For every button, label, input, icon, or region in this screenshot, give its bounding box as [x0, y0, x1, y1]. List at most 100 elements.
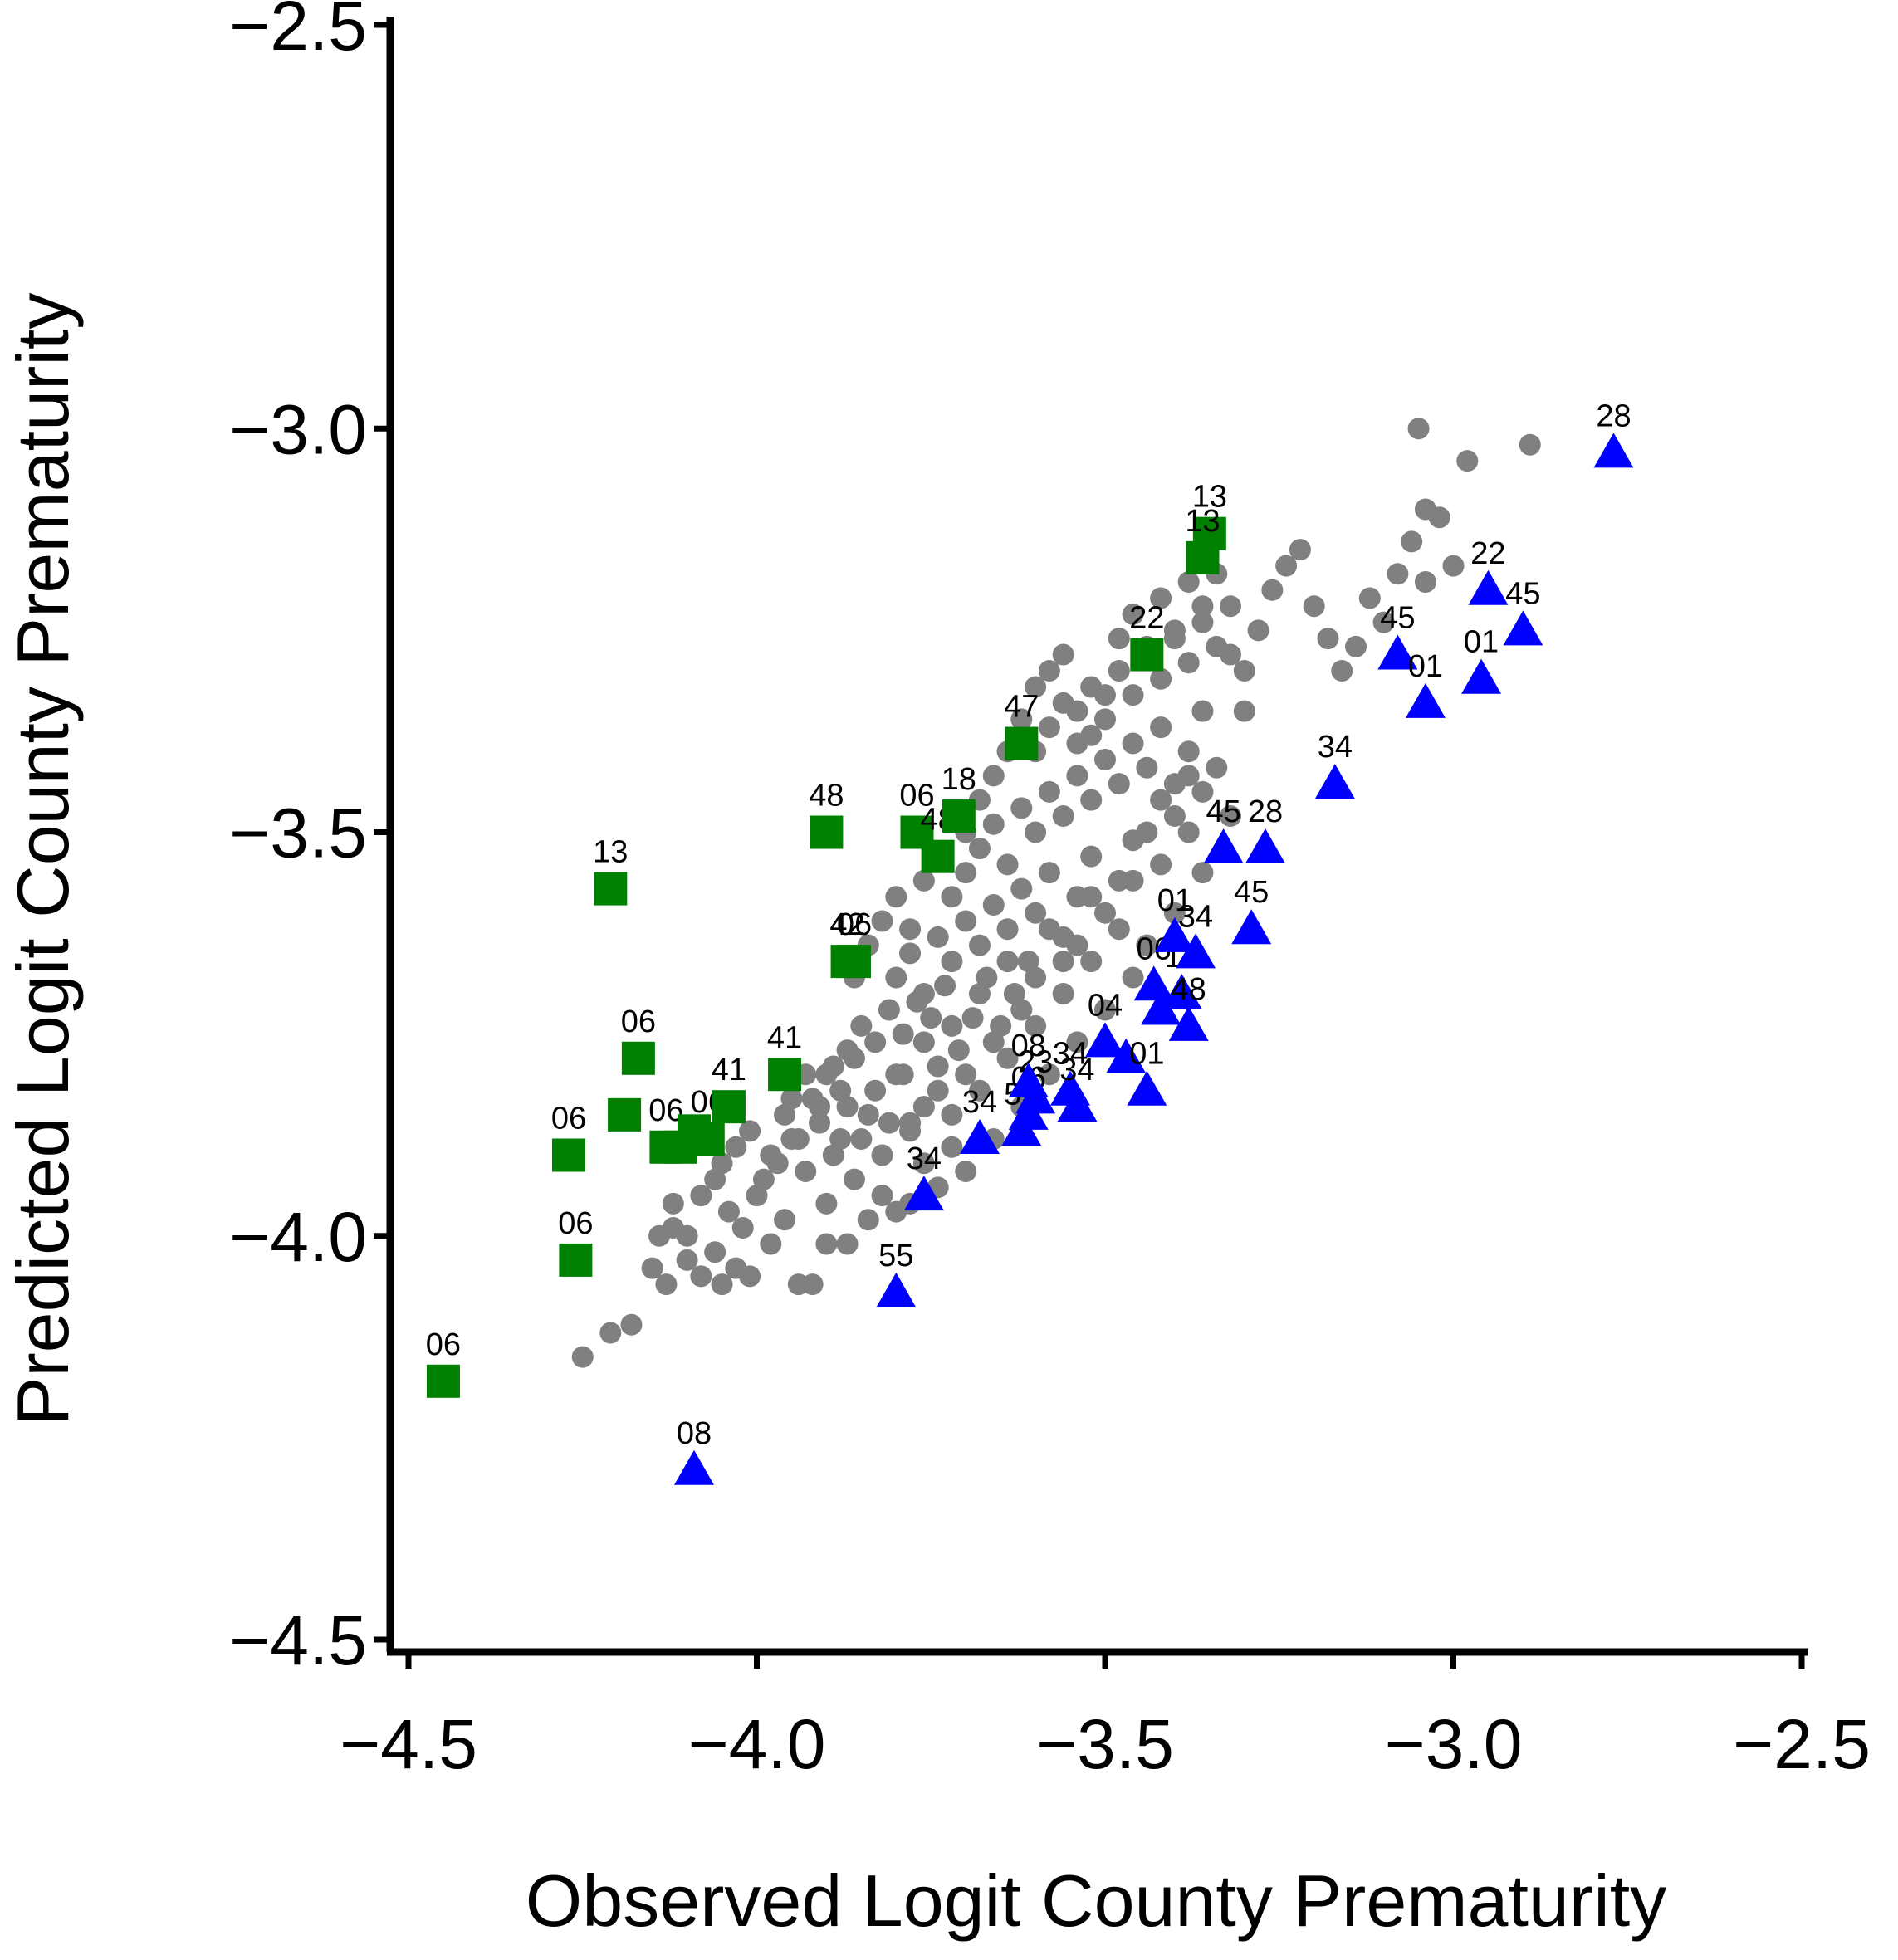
point-other	[1136, 934, 1158, 956]
point-other	[1163, 619, 1186, 642]
point-higher	[1245, 828, 1285, 863]
point-other	[982, 813, 1005, 835]
point-label: 22	[1129, 601, 1164, 636]
point-other	[1038, 1063, 1060, 1086]
point-other	[1414, 571, 1436, 594]
x-tick-label: −3.0	[1385, 1705, 1523, 1783]
point-higher	[1106, 1038, 1147, 1073]
point-higher	[1133, 965, 1174, 1001]
point-lower	[691, 1122, 725, 1156]
point-other	[857, 1103, 879, 1126]
point-other	[704, 1241, 726, 1263]
point-other	[885, 966, 907, 989]
point-other	[1220, 643, 1242, 666]
y-tick-label: −4.5	[229, 1601, 367, 1679]
point-higher	[1377, 634, 1418, 670]
point-other	[843, 1047, 865, 1069]
point-other	[1442, 555, 1465, 577]
point-other	[1331, 660, 1353, 682]
point-label: 45	[1234, 875, 1269, 910]
point-other	[1094, 748, 1116, 770]
point-other	[968, 934, 991, 956]
point-other	[1094, 902, 1116, 924]
point-higher	[959, 1119, 1000, 1155]
point-other	[857, 1209, 879, 1231]
point-other	[801, 1273, 824, 1296]
point-other	[1428, 506, 1450, 529]
point-lower	[1186, 540, 1220, 574]
point-other	[1191, 700, 1214, 722]
point-other	[801, 1088, 824, 1110]
point-other	[1052, 643, 1074, 666]
point-other	[961, 1007, 984, 1029]
point-other	[955, 862, 977, 884]
point-other	[1094, 684, 1116, 706]
point-other	[1003, 983, 1025, 1004]
point-other	[920, 1007, 942, 1029]
point-other	[1010, 999, 1033, 1021]
point-label: 41	[712, 1053, 746, 1088]
point-lower	[942, 799, 976, 833]
point-other	[1038, 918, 1060, 941]
point-other	[885, 1063, 907, 1086]
point-other	[996, 918, 1019, 941]
point-higher	[1203, 828, 1244, 863]
point-other	[1220, 805, 1242, 828]
point-other	[982, 1031, 1005, 1053]
point-other	[1038, 660, 1060, 682]
point-label: 06	[837, 907, 872, 942]
point-other	[1052, 983, 1074, 1004]
point-label: 55	[878, 1239, 913, 1273]
point-label: 06	[426, 1327, 461, 1362]
point-other	[850, 1014, 873, 1037]
point-other	[1150, 853, 1172, 876]
point-other	[1177, 652, 1200, 674]
point-other	[1066, 1031, 1088, 1053]
point-other	[676, 1249, 698, 1271]
point-label: 08	[677, 1416, 712, 1451]
point-other	[1150, 667, 1172, 690]
point-other	[711, 1273, 733, 1296]
point-other	[990, 1014, 1012, 1037]
point-other	[1080, 886, 1103, 908]
y-axis-title: Predicted Logit County Prematurity	[2, 293, 84, 1426]
point-higher	[876, 1272, 917, 1307]
point-other	[871, 1144, 893, 1166]
point-other	[843, 1168, 865, 1190]
point-label: 34	[1178, 899, 1213, 934]
point-higher	[1314, 764, 1355, 799]
point-higher	[1085, 1022, 1125, 1058]
point-other	[927, 926, 949, 948]
point-other	[739, 1265, 761, 1288]
point-other	[1025, 966, 1047, 989]
point-lower	[921, 839, 955, 873]
point-other	[1191, 595, 1214, 618]
point-higher	[1231, 909, 1272, 945]
point-label: 06	[551, 1102, 586, 1136]
point-higher	[1154, 916, 1195, 952]
point-other	[934, 975, 956, 997]
point-label: 34	[1318, 730, 1353, 765]
point-other	[912, 869, 935, 892]
point-other	[1122, 684, 1144, 706]
point-other	[1080, 724, 1103, 746]
point-other	[941, 1136, 963, 1158]
y-tick-label: −3.5	[229, 794, 367, 872]
point-label: 06	[621, 1004, 656, 1039]
point-other	[1066, 765, 1088, 787]
point-other	[1456, 450, 1479, 472]
point-other	[829, 1128, 852, 1151]
point-other	[760, 1233, 782, 1255]
point-other	[955, 910, 977, 932]
point-other	[1163, 902, 1186, 924]
point-other	[968, 1079, 991, 1102]
point-higher	[1503, 610, 1543, 646]
point-other	[662, 1192, 684, 1215]
point-other	[746, 1185, 768, 1207]
point-other	[787, 1128, 810, 1151]
point-other	[1372, 611, 1395, 633]
point-label: 04	[1088, 988, 1123, 1023]
point-other	[912, 1096, 935, 1118]
